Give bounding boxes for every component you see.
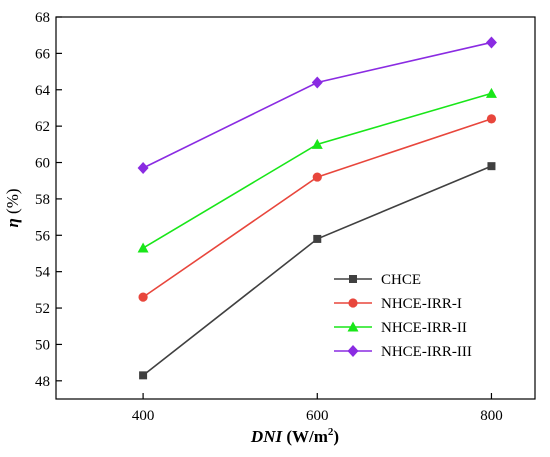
y-tick-label: 54 xyxy=(35,265,51,281)
legend-marker xyxy=(347,345,359,357)
series-line xyxy=(142,41,492,169)
legend-label: CHCE xyxy=(381,272,421,288)
series-layer xyxy=(137,36,497,380)
legend-item: NHCE-IRR-I xyxy=(334,296,462,312)
data-point xyxy=(485,87,497,98)
data-point xyxy=(486,114,497,124)
x-tick-label: 800 xyxy=(480,408,503,424)
legend-item: NHCE-IRR-III xyxy=(334,344,472,360)
y-tick-label: 56 xyxy=(35,228,51,244)
plot-frame xyxy=(55,16,536,400)
y-tick-label: 48 xyxy=(35,374,50,390)
data-point xyxy=(137,242,149,253)
x-axis-unit: (W/m xyxy=(282,427,328,446)
legend-marker xyxy=(349,275,357,283)
series-line xyxy=(142,92,492,249)
y-tick-label: 64 xyxy=(35,83,51,99)
x-axis-unit-suffix: ) xyxy=(333,427,339,446)
x-tick-label: 600 xyxy=(306,408,329,424)
y-tick-label: 60 xyxy=(35,156,50,172)
legend-label: NHCE-IRR-II xyxy=(381,320,467,336)
x-axis: 400 600 800 xyxy=(132,393,503,424)
series-nhce-irr-i xyxy=(138,114,497,302)
data-point xyxy=(311,138,323,149)
data-point xyxy=(485,36,497,49)
x-tick-label: 400 xyxy=(132,408,155,424)
data-point xyxy=(138,292,148,302)
x-axis-title: DNI (W/m2) xyxy=(250,426,339,446)
legend-item: NHCE-IRR-II xyxy=(334,320,467,336)
y-tick-label: 52 xyxy=(35,301,50,317)
x-axis-unit-superscript: 2 xyxy=(328,426,334,438)
data-point xyxy=(487,162,496,171)
data-point xyxy=(137,161,149,174)
y-tick-label: 58 xyxy=(35,192,50,208)
y-tick-label: 62 xyxy=(35,119,50,135)
data-point xyxy=(139,371,148,380)
y-axis: 48 50 52 54 56 58 60 62 64 66 68 xyxy=(35,10,62,390)
series-nhce-irr-iii xyxy=(137,36,497,174)
y-tick-label: 68 xyxy=(35,10,50,26)
y-axis-variable: η xyxy=(3,218,22,227)
plot-area-border xyxy=(55,16,536,400)
x-axis-variable: DNI xyxy=(250,427,284,446)
data-point xyxy=(312,172,322,182)
legend-marker xyxy=(348,298,358,308)
series-chce xyxy=(139,162,496,380)
y-axis-unit: (%) xyxy=(3,188,22,218)
data-point xyxy=(311,76,323,89)
legend-marker xyxy=(347,321,359,332)
series-nhce-irr-ii xyxy=(137,87,497,253)
legend-label: NHCE-IRR-I xyxy=(381,296,462,312)
y-tick-label: 50 xyxy=(35,337,50,353)
data-point xyxy=(313,234,322,243)
y-tick-label: 66 xyxy=(35,46,51,62)
legend-label: NHCE-IRR-III xyxy=(381,344,472,360)
y-axis-title: η (%) xyxy=(3,188,22,227)
legend: CHCE NHCE-IRR-I NHCE-IRR-II NHCE-IRR-III xyxy=(334,272,472,360)
legend-item: CHCE xyxy=(334,272,421,288)
